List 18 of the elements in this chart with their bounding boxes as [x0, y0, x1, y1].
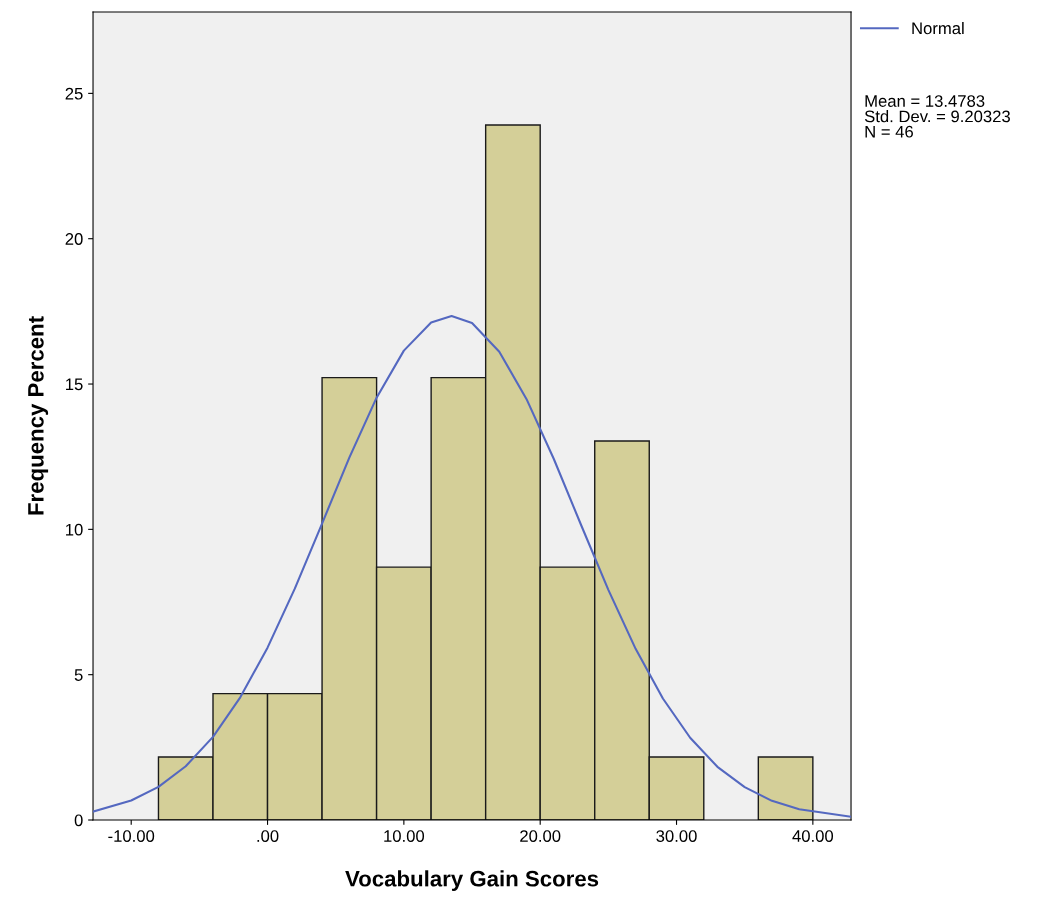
text: Mean = 13.4783	[865, 95, 985, 107]
text: N = 46	[865, 125, 913, 138]
legend-label: Normal	[912, 22, 964, 35]
y-tick-label: 20	[65, 233, 83, 245]
y-tick-label: 10	[66, 523, 83, 536]
x-tick-label: 30.00	[656, 830, 697, 842]
y-tick-label: 5	[74, 669, 83, 681]
x-tick-label: 40.00	[792, 830, 834, 842]
x-axis-title: Vocabulary Gain Scores	[345, 870, 599, 891]
x-tick-label: 20.00	[520, 830, 561, 842]
y-axis-title: Frequency Percent	[28, 316, 49, 515]
y-tick-label: 25	[65, 87, 83, 100]
text: Std. Dev. = 9.20323	[864, 110, 1010, 123]
y-tick-label: 0	[74, 814, 83, 827]
x-tick-label: -10.00	[108, 830, 155, 842]
x-tick-label: 10.00	[384, 830, 425, 842]
y-tick-label: 15	[66, 378, 83, 391]
x-tick-label: .00	[257, 830, 279, 842]
